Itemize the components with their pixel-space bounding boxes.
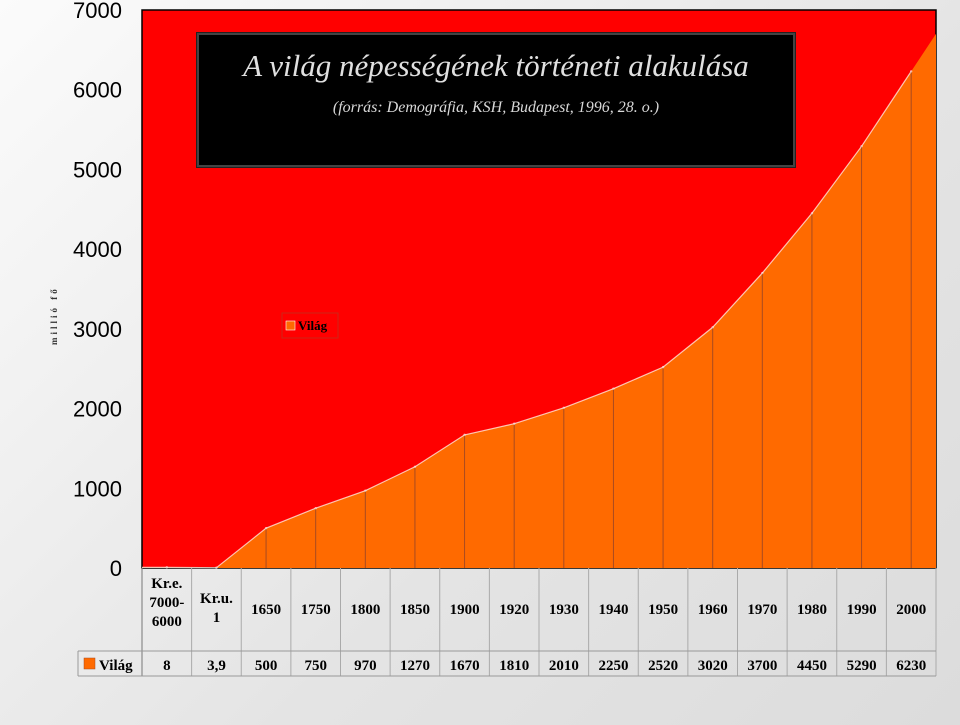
data-point	[264, 526, 268, 530]
x-tick-label: Kr.u. 1	[200, 591, 233, 626]
x-tick-label: 1930	[549, 602, 579, 618]
table-legend-key	[83, 657, 96, 670]
chart-title-box: A világ népességének történeti alakulása…	[197, 33, 795, 167]
x-tick-label: 1970	[747, 602, 777, 618]
x-tick-label: 1900	[450, 602, 480, 618]
data-point	[512, 422, 516, 425]
legend-label: Világ	[298, 318, 328, 333]
data-value-label: 2010	[549, 658, 579, 674]
data-value-label: 2250	[598, 658, 628, 674]
x-tick-label: 1990	[847, 602, 877, 618]
data-value-label: 3700	[747, 658, 777, 674]
y-tick-label: 3000	[73, 317, 122, 342]
x-tick-label: 1980	[797, 602, 827, 618]
data-point	[711, 326, 714, 329]
x-tick-label: 1850	[400, 602, 430, 618]
data-point	[661, 365, 665, 369]
data-value-label: 1670	[450, 658, 480, 674]
x-tick-label: Kr.e. 7000-6000	[149, 576, 184, 630]
data-point	[810, 212, 814, 215]
x-tick-label: 1960	[698, 602, 728, 618]
legend: Világ	[281, 312, 339, 339]
y-tick-label: 7000	[73, 0, 122, 23]
x-tick-label: 1920	[499, 602, 529, 618]
data-value-label: 3020	[698, 658, 728, 674]
y-tick-label: 5000	[73, 157, 122, 182]
data-value-label: 4450	[797, 658, 827, 674]
x-axis-categories: Kr.e. 7000-6000 Kr.u. 1 1650 1750 1800 1850 1900…	[149, 576, 926, 630]
data-value-label: 3,9	[207, 658, 226, 674]
x-tick-label: 2000	[896, 602, 926, 618]
data-value-label: 1270	[400, 658, 430, 674]
y-tick-label: 0	[110, 556, 122, 581]
data-value-label: 6230	[896, 658, 926, 674]
data-value-label: 1810	[499, 658, 529, 674]
data-value-label: 500	[255, 658, 278, 674]
data-point	[860, 145, 863, 148]
data-point	[562, 406, 566, 409]
data-point	[165, 566, 169, 569]
y-tick-label: 1000	[73, 476, 122, 501]
x-tick-label: 1750	[301, 602, 331, 618]
data-point	[909, 70, 913, 73]
series-area-vilag	[142, 33, 936, 568]
y-tick-label: 6000	[73, 78, 122, 103]
x-tick-label: 1940	[598, 602, 628, 618]
data-point	[413, 465, 417, 468]
data-point	[364, 489, 367, 492]
legend-key	[285, 320, 296, 331]
data-value-label: 5290	[847, 658, 877, 674]
data-value-label: 2520	[648, 658, 678, 674]
y-tick-label: 2000	[73, 397, 122, 422]
chart-title: A világ népességének történeti alakulása	[243, 48, 749, 83]
x-tick-label: 1800	[350, 602, 380, 618]
x-tick-label: 1650	[251, 602, 281, 618]
y-axis-title: millió fő	[49, 286, 59, 345]
table-series-name: Világ	[99, 658, 133, 674]
data-point	[612, 387, 615, 390]
data-value-label: 750	[304, 658, 327, 674]
data-value-label: 8	[163, 658, 171, 674]
data-point	[761, 271, 764, 275]
data-point	[463, 433, 466, 437]
y-tick-label: 4000	[73, 237, 122, 262]
y-axis-label: millió fő	[49, 286, 59, 345]
data-point	[215, 566, 218, 569]
data-table: Világ 8 3,9 500 750 970 1270 1670 1810 2010 2250 25…	[77, 568, 937, 677]
y-axis-ticks: 0 1000 2000 3000 4000 5000 6000 7000	[73, 0, 122, 581]
chart-subtitle: (forrás: Demográfia, KSH, Budapest, 1996…	[332, 99, 660, 116]
data-point	[314, 507, 317, 510]
data-value-label: 970	[354, 658, 377, 674]
x-tick-label: 1950	[648, 602, 678, 618]
